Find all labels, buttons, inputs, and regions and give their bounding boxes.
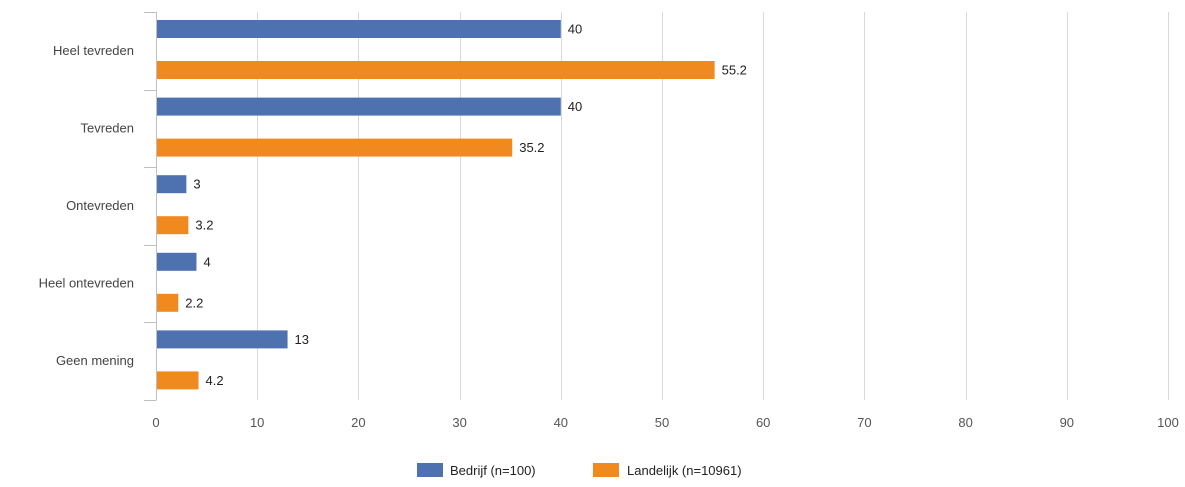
bar-bedrijf xyxy=(157,252,197,271)
category-label: Ontevreden xyxy=(66,198,134,213)
x-tick-label: 60 xyxy=(756,415,770,430)
data-label: 3 xyxy=(193,177,200,192)
legend-swatch xyxy=(593,463,619,477)
data-label: 55.2 xyxy=(722,63,747,78)
labels: 0 10 20 30 40 50 60 70 80 90 100 Heel tevreden 40 55.… xyxy=(39,22,1179,431)
data-label: 2.2 xyxy=(185,295,203,310)
x-tick-label: 100 xyxy=(1157,415,1179,430)
data-label: 4 xyxy=(203,254,210,269)
bar-bedrijf xyxy=(157,97,561,116)
x-tick-label: 90 xyxy=(1060,415,1074,430)
data-label: 4.2 xyxy=(206,373,224,388)
bar-landelijk xyxy=(157,371,199,390)
bar-landelijk xyxy=(157,216,189,235)
bar-landelijk xyxy=(157,61,715,79)
legend-swatch xyxy=(417,463,443,477)
x-tick-label: 0 xyxy=(152,415,159,430)
data-label: 40 xyxy=(568,99,582,114)
data-label: 35.2 xyxy=(519,140,544,155)
category-label: Heel ontevreden xyxy=(39,276,134,291)
bar-bedrijf xyxy=(157,330,288,349)
bar-bedrijf xyxy=(157,175,187,194)
data-label: 3.2 xyxy=(195,218,213,233)
x-tick-label: 20 xyxy=(351,415,365,430)
x-tick-label: 70 xyxy=(857,415,871,430)
legend: Bedrijf (n=100) Landelijk (n=10961) xyxy=(417,463,742,478)
axes xyxy=(144,12,157,401)
x-tick-label: 80 xyxy=(958,415,972,430)
legend-label: Bedrijf (n=100) xyxy=(450,463,536,478)
x-tick-label: 50 xyxy=(655,415,669,430)
x-tick-label: 10 xyxy=(250,415,264,430)
bar-bedrijf xyxy=(157,20,561,38)
bar-landelijk xyxy=(157,138,513,157)
x-tick-label: 30 xyxy=(452,415,466,430)
x-tick-label: 40 xyxy=(554,415,568,430)
bars xyxy=(157,20,715,390)
bar-landelijk xyxy=(157,293,179,312)
category-label: Geen mening xyxy=(56,353,134,368)
category-label: Heel tevreden xyxy=(53,43,134,58)
data-label: 40 xyxy=(568,22,582,37)
category-label: Tevreden xyxy=(81,120,134,135)
data-label: 13 xyxy=(295,332,309,347)
legend-label: Landelijk (n=10961) xyxy=(627,463,742,478)
